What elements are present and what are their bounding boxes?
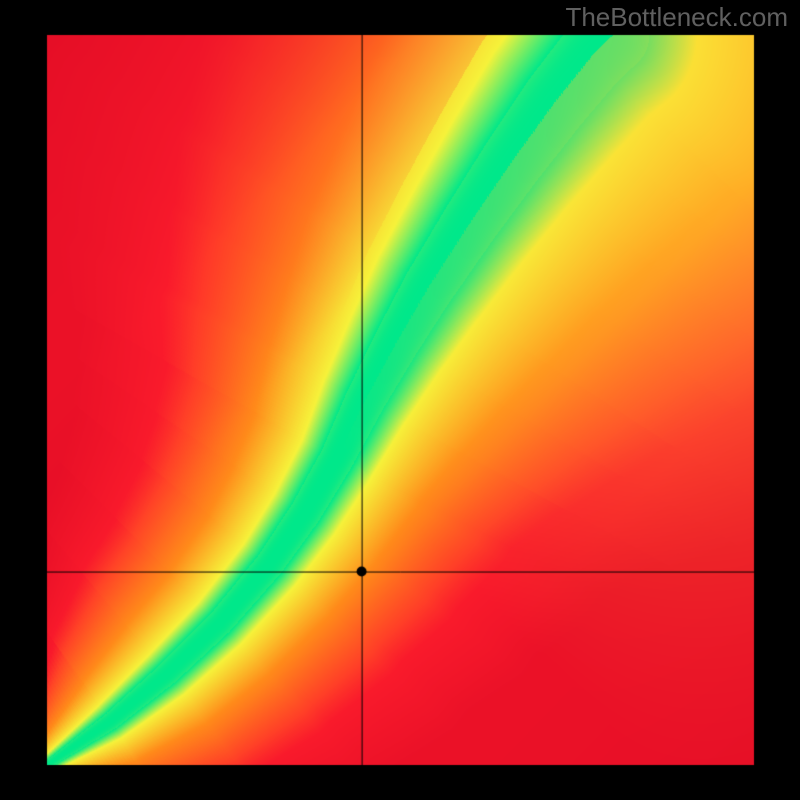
watermark-text: TheBottleneck.com (565, 2, 788, 33)
bottleneck-heatmap (0, 0, 800, 800)
chart-container: { "watermark": { "text": "TheBottleneck.… (0, 0, 800, 800)
